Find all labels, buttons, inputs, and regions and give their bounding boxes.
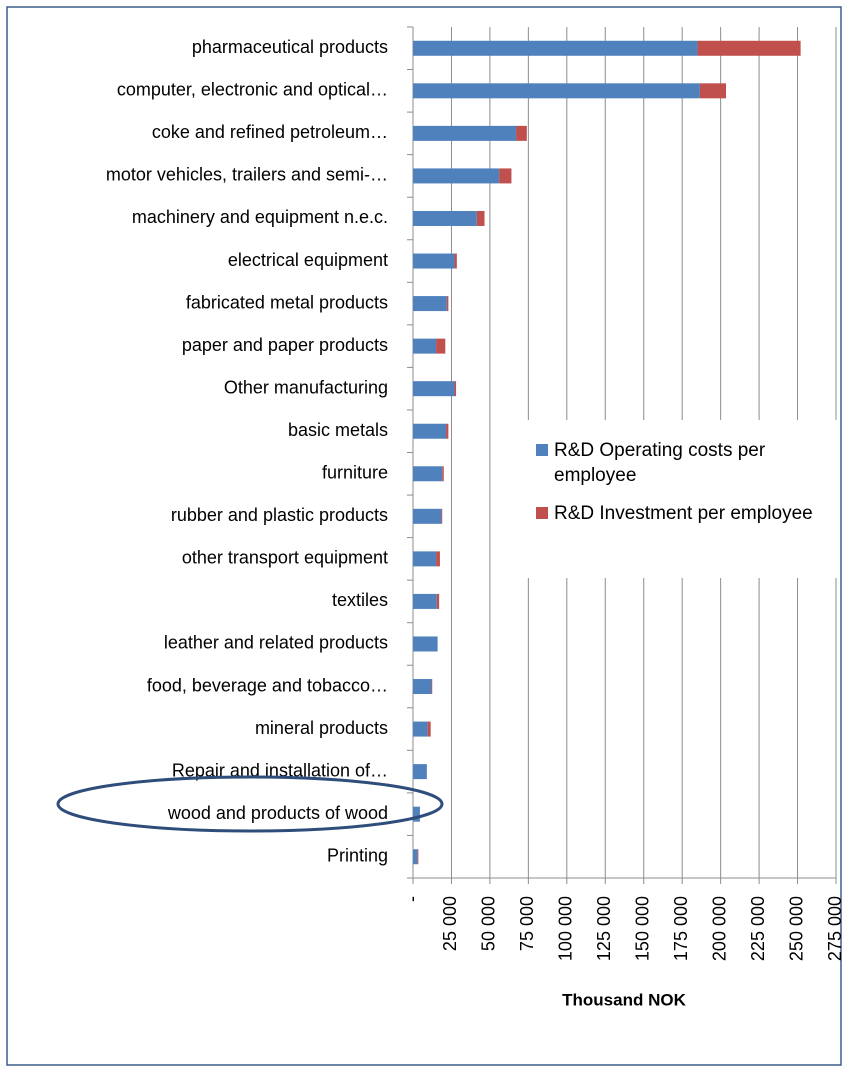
legend-swatch: [536, 444, 548, 456]
legend: R&D Operating costs per employee R&D Inve…: [522, 420, 838, 578]
legend-swatch: [536, 507, 548, 519]
bar-segment: [413, 593, 437, 609]
y-tick-label: Repair and installation of…: [172, 760, 388, 780]
y-tick-label: coke and refined petroleum…: [152, 122, 388, 142]
y-tick-label: mineral products: [255, 718, 388, 738]
bar-segment: [413, 381, 455, 397]
bar-segment: [446, 296, 449, 312]
bar-segment: [442, 466, 444, 482]
legend-label: R&D Investment per employee: [554, 503, 813, 524]
x-tick-label: 250 000: [786, 896, 806, 961]
x-tick-label: 50 000: [479, 896, 499, 951]
bar-segment: [413, 466, 443, 482]
bar-segment: [413, 508, 442, 524]
y-tick-label: other transport equipment: [182, 548, 388, 568]
bar-segment: [413, 296, 447, 312]
x-tick-label: 225 000: [748, 896, 768, 961]
bar-segment: [436, 551, 440, 567]
y-tick-label: food, beverage and tobacco…: [147, 675, 388, 695]
x-tick-label: 125 000: [594, 896, 614, 961]
y-tick-label: textiles: [332, 590, 388, 610]
y-tick-label: Other manufacturing: [224, 377, 388, 397]
y-tick-label: furniture: [322, 463, 388, 483]
y-tick-label: Printing: [327, 845, 388, 865]
y-tick-label: paper and paper products: [182, 335, 388, 355]
y-tick-label: pharmaceutical products: [192, 37, 388, 57]
bar-segment: [413, 83, 700, 99]
y-tick-label: basic metals: [288, 420, 388, 440]
bar-segment: [516, 125, 527, 141]
y-tick-label: fabricated metal products: [186, 292, 388, 312]
bar-segment: [436, 338, 446, 354]
bar-segment: [413, 764, 427, 780]
bar-segment: [413, 423, 447, 439]
x-tick-label: -: [402, 896, 422, 902]
x-tick-label: 25 000: [440, 896, 460, 951]
y-tick-label: computer, electronic and optical…: [117, 80, 388, 100]
bar-segment: [413, 210, 477, 226]
x-tick-label: 175 000: [671, 896, 691, 961]
x-axis-title: Thousand NOK: [562, 990, 686, 1009]
bar-segment: [431, 679, 433, 695]
bar-segment: [446, 423, 449, 439]
bar-segment: [413, 679, 432, 695]
bar-segment: [413, 636, 438, 652]
bar-segment: [413, 806, 420, 822]
bar-segment: [476, 210, 485, 226]
bar-segment: [499, 168, 512, 184]
y-tick-label: rubber and plastic products: [171, 505, 388, 525]
y-tick-label: motor vehicles, trailers and semi-…: [106, 165, 388, 185]
bar-segment: [413, 253, 455, 269]
y-tick-label: wood and products of wood: [167, 803, 388, 823]
legend-entry: R&D Investment per employee: [536, 501, 828, 526]
bar-segment: [427, 721, 431, 737]
bar-segment: [413, 40, 698, 56]
chart-frame: [6, 6, 842, 1066]
y-tick-label: machinery and equipment n.e.c.: [132, 207, 388, 227]
bar-segment: [454, 381, 457, 397]
bar-segment: [413, 338, 437, 354]
bar-segment: [697, 40, 801, 56]
x-tick-label: 200 000: [709, 896, 729, 961]
x-tick-label: 275 000: [825, 896, 845, 961]
bar-segment: [436, 593, 440, 609]
bar-segment: [413, 721, 428, 737]
bar-segment: [441, 508, 443, 524]
bar-segment: [454, 253, 457, 269]
y-tick-label: leather and related products: [164, 633, 388, 653]
bar-segment: [699, 83, 727, 99]
x-tick-label: 150 000: [632, 896, 652, 961]
bar-segment: [413, 125, 517, 141]
bar-segment: [413, 849, 418, 865]
legend-label: R&D Operating costs per employee: [554, 440, 766, 486]
bar-segment: [413, 168, 500, 184]
x-tick-label: 100 000: [556, 896, 576, 961]
y-tick-label: electrical equipment: [228, 250, 388, 270]
bar-segment: [417, 849, 419, 865]
x-tick-label: 75 000: [517, 896, 537, 951]
bar-segment: [413, 551, 437, 567]
legend-entry: R&D Operating costs per employee: [536, 438, 828, 488]
